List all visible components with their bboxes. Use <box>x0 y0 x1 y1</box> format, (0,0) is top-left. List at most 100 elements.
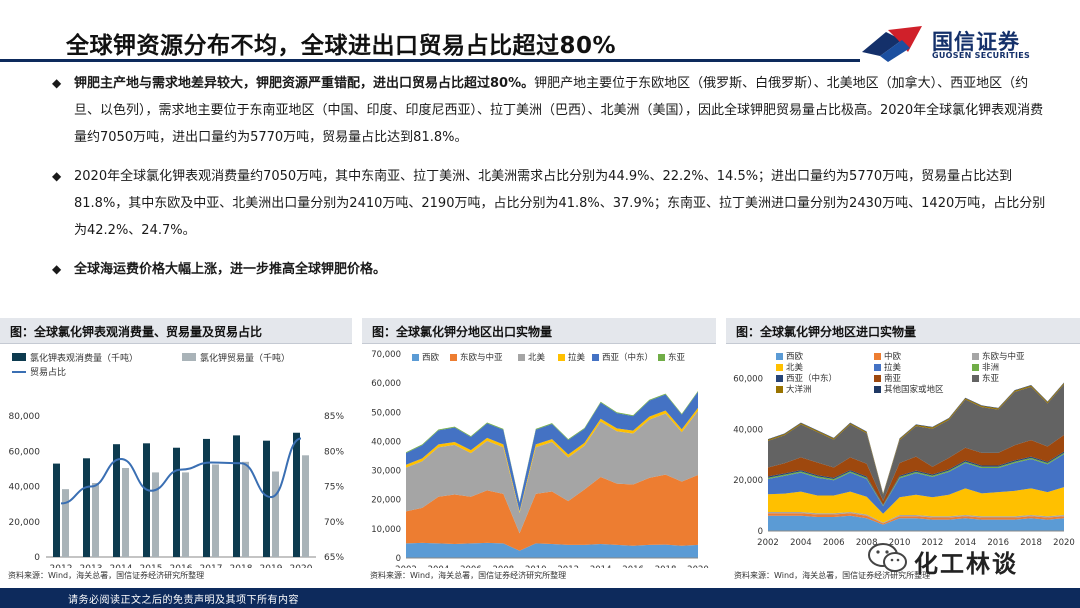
y-tick-label: 0 <box>758 527 763 537</box>
y-tick-label: 20,000 <box>9 518 41 528</box>
y2-tick-label: 65% <box>324 553 344 563</box>
chart-panel-import: 图：全球氯化钾分地区进口实物量 0 20,000 40,000 60,000 2002 2… <box>726 318 1080 586</box>
legend-label: 氯化钾表观消费量（千吨） <box>30 352 138 364</box>
area-series <box>406 391 698 512</box>
legend-label: 贸易占比 <box>30 366 66 378</box>
bar-trade <box>272 471 279 557</box>
area-series <box>768 513 1064 525</box>
x-tick-label: 2016 <box>170 564 193 568</box>
y2-tick-label: 75% <box>324 483 344 493</box>
disclaimer-text: 请务必阅读正文之后的免责声明及其项下所有内容 <box>68 595 299 606</box>
x-tick-label: 2018 <box>230 564 253 568</box>
bar-trade <box>302 455 309 557</box>
legend-label: 非洲 <box>982 362 999 373</box>
x-tick-label: 2012 <box>50 564 73 568</box>
footer-bar: 请务必阅读正文之后的免责声明及其项下所有内容 <box>0 588 1080 608</box>
bar-trade <box>182 472 189 557</box>
legend-swatch <box>972 353 979 360</box>
area-series <box>406 542 698 558</box>
area-series <box>768 435 1064 505</box>
legend-swatch <box>412 354 419 361</box>
legend-label: 东亚 <box>982 373 1000 384</box>
y-tick-label: 20,000 <box>371 496 401 506</box>
x-tick-label: 2010 <box>525 565 547 568</box>
y-tick-label: 60,000 <box>371 379 401 389</box>
y-tick-label: 50,000 <box>371 408 401 418</box>
chart-title: 图：全球氯化钾分地区出口实物量 <box>372 325 553 339</box>
x-tick-label: 2016 <box>622 565 644 568</box>
area-series <box>406 474 698 551</box>
title-bar: 全球钾资源分布不均，全球进出口贸易占比超过80% 国信证券 GUOSEN SEC… <box>0 0 1080 62</box>
bullet-bold-text: 钾肥主产地与需求地差异较大，钾肥资源严重错配，进出口贸易占比超过80%。 <box>74 76 535 91</box>
bar-trade <box>62 489 69 557</box>
chart-title: 图：全球氯化钾分地区进口实物量 <box>736 325 917 339</box>
legend-swatch <box>182 353 196 361</box>
legend-swatch <box>874 364 881 371</box>
x-tick-label: 2006 <box>823 538 845 548</box>
area-series <box>768 511 1064 524</box>
legend-label: 氯化钾贸易量（千吨） <box>200 352 290 364</box>
bar-consumption <box>53 463 60 557</box>
y-tick-label: 20,000 <box>733 476 763 486</box>
legend-swatch <box>972 364 979 371</box>
legend-label: 拉美 <box>568 352 586 363</box>
x-tick-label: 2018 <box>1020 538 1042 548</box>
legend-label: 其他国家或地区 <box>884 384 944 395</box>
bullet-list: ◆ 钾肥主产地与需求地差异较大，钾肥资源严重错配，进出口贸易占比超过80%。钾肥… <box>52 70 1052 295</box>
legend-swatch <box>874 386 881 393</box>
chart-panel-export: 图：全球氯化钾分地区出口实物量 0 10,000 20,000 30,000 40,00… <box>362 318 716 586</box>
y2-tick-label: 70% <box>324 518 344 528</box>
bar-trade <box>212 464 219 557</box>
x-tick-label: 2015 <box>140 564 163 568</box>
y2-tick-label: 85% <box>324 412 344 422</box>
x-tick-label: 2008 <box>856 538 878 548</box>
legend-label: 西欧 <box>786 351 804 362</box>
legend-label: 北美 <box>786 362 804 373</box>
chart-import-by-region: 0 20,000 40,000 60,000 2002 2004 2006 2008 2010 2… <box>733 351 1075 548</box>
y2-tick-label: 80% <box>324 447 344 457</box>
x-tick-label: 2020 <box>290 564 313 568</box>
y-tick-label: 60,000 <box>9 447 41 457</box>
y-tick-label: 10,000 <box>371 525 401 535</box>
bar-consumption <box>143 443 150 557</box>
legend-label: 西欧 <box>422 352 440 363</box>
y-tick-label: 40,000 <box>371 437 401 447</box>
bar-trade <box>92 482 99 557</box>
bar-consumption <box>83 458 90 557</box>
bullet-item: ◆ 2020年全球氯化钾表观消费量约7050万吨，其中东南亚、拉丁美洲、北美洲需… <box>52 163 1052 244</box>
legend-label: 拉美 <box>884 362 902 373</box>
legend-swatch <box>874 375 881 382</box>
bar-consumption <box>173 447 180 557</box>
legend-swatch <box>518 354 525 361</box>
bar-trade <box>152 472 159 557</box>
y-tick-label: 40,000 <box>733 425 763 435</box>
x-tick-label: 2002 <box>757 538 779 548</box>
chart-source: 资料来源：Wind，海关总署，国信证券经济研究所整理 <box>8 571 205 580</box>
legend-label: 东欧与中亚 <box>982 351 1025 362</box>
chart-export-by-region: 0 10,000 20,000 30,000 40,000 50,000 60,000 70,… <box>371 350 709 568</box>
x-tick-label: 2006 <box>460 565 482 568</box>
bar-trade <box>242 461 249 557</box>
y-tick-label: 30,000 <box>371 467 401 477</box>
diamond-bullet-icon: ◆ <box>52 262 62 276</box>
x-tick-label: 2008 <box>493 565 515 568</box>
x-tick-label: 2016 <box>987 538 1009 548</box>
x-tick-label: 2004 <box>428 565 450 568</box>
chart-panel-consumption: 图：全球氯化钾表观消费量、贸易量及贸易占比 氯化钾表观消费量（千吨） 氯化钾贸易量… <box>0 318 352 586</box>
legend-label: 南亚 <box>884 373 902 384</box>
logo-mark-icon <box>862 26 922 62</box>
bar-trade <box>122 467 129 557</box>
chart-source: 资料来源：Wind，海关总署，国信证券经济研究所整理 <box>370 571 567 580</box>
area-series <box>768 454 1064 514</box>
chart-title-bar: 图：全球氯化钾分地区进口实物量 <box>726 318 1080 344</box>
area-series <box>768 384 1064 501</box>
legend-swatch <box>450 354 457 361</box>
x-tick-label: 2004 <box>790 538 812 548</box>
legend-swatch <box>592 354 599 361</box>
page-title: 全球钾资源分布不均，全球进出口贸易占比超过80% <box>66 33 617 59</box>
x-tick-label: 2018 <box>655 565 677 568</box>
wechat-watermark: 化工林谈 <box>866 540 1066 580</box>
logo-name-en: GUOSEN SECURITIES <box>932 51 1031 60</box>
legend-label: 东欧与中亚 <box>460 352 503 363</box>
legend-label: 西亚（中东） <box>786 373 837 384</box>
